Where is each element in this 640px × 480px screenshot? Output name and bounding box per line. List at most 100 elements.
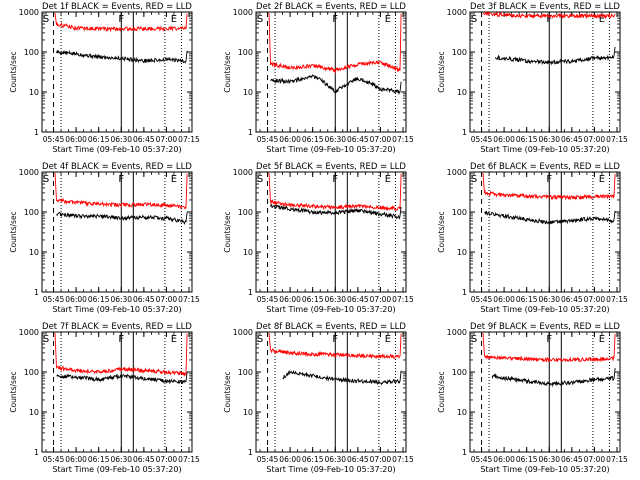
- y-tick-label: 1: [462, 128, 467, 137]
- x-tick-label: 06:30: [538, 295, 560, 304]
- x-axis-label: Start Time (09-Feb-10 05:37:20): [266, 305, 395, 314]
- marker-E: E: [171, 14, 177, 25]
- chart-title: Det 2f BLACK = Events, RED = LLD: [256, 2, 406, 12]
- x-axis-label: Start Time (09-Feb-10 05:37:20): [52, 145, 181, 154]
- y-tick-label: 10: [457, 88, 467, 97]
- y-tick-label: 100: [24, 208, 39, 217]
- y-tick-label: 100: [452, 368, 467, 377]
- x-tick-label: 05:45: [471, 135, 493, 144]
- x-tick-label: 06:45: [133, 455, 155, 464]
- y-tick-label: 1000: [233, 8, 253, 17]
- x-tick-label: 07:00: [370, 135, 392, 144]
- y-tick-label: 1000: [19, 8, 39, 17]
- marker-F: F: [118, 174, 124, 185]
- plot-frame: [255, 331, 407, 453]
- y-tick-label: 100: [452, 48, 467, 57]
- y-tick-label: 10: [457, 248, 467, 257]
- x-tick-label: 06:30: [324, 295, 346, 304]
- y-axis-label: Counts/sec: [437, 371, 446, 412]
- plot-frame: [255, 171, 407, 293]
- series-lld-line: [268, 12, 402, 74]
- marker-F: F: [546, 174, 552, 185]
- marker-S: S: [43, 174, 49, 185]
- x-tick-label: 06:15: [516, 455, 538, 464]
- y-tick-label: 1000: [233, 328, 253, 337]
- x-axis-label: Start Time (09-Feb-10 05:37:20): [480, 145, 609, 154]
- x-tick-label: 06:00: [65, 295, 87, 304]
- x-tick-label: 06:45: [347, 135, 369, 144]
- series-events-line: [270, 74, 402, 96]
- marker-S: S: [471, 334, 477, 345]
- x-tick-label: 07:15: [392, 295, 414, 304]
- series-events-line: [56, 211, 188, 225]
- series-events-line: [484, 210, 616, 225]
- x-tick-label: 07:15: [392, 135, 414, 144]
- detector-chart-1: Det 1f BLACK = Events, RED = LLD 1 10 100 10…: [9, 2, 200, 154]
- marker-E: E: [599, 174, 605, 185]
- marker-S: S: [257, 334, 263, 345]
- y-tick-label: 1000: [447, 168, 467, 177]
- x-axis-label: Start Time (09-Feb-10 05:37:20): [266, 145, 395, 154]
- series-lld-line: [268, 332, 402, 360]
- detector-chart-2: Det 2f BLACK = Events, RED = LLD 1 10 100 10…: [223, 2, 414, 154]
- y-tick-label: 10: [243, 88, 253, 97]
- marker-S: S: [471, 14, 477, 25]
- x-tick-label: 06:30: [110, 455, 132, 464]
- series-lld-line: [482, 172, 616, 201]
- marker-F: F: [332, 14, 338, 25]
- series-lld-line: [54, 172, 188, 211]
- chart-title: Det 3f BLACK = Events, RED = LLD: [470, 2, 620, 12]
- chart-title: Det 1f BLACK = Events, RED = LLD: [42, 2, 192, 12]
- y-tick-label: 1: [34, 128, 39, 137]
- x-tick-label: 07:15: [606, 295, 628, 304]
- series-lld-line: [54, 12, 188, 33]
- marker-S: S: [257, 174, 263, 185]
- plot-frame: [255, 11, 407, 133]
- y-tick-label: 1: [34, 288, 39, 297]
- y-tick-label: 100: [452, 208, 467, 217]
- x-tick-label: 06:45: [561, 455, 583, 464]
- y-tick-label: 1: [462, 288, 467, 297]
- y-axis-label: Counts/sec: [9, 371, 18, 412]
- x-tick-label: 07:15: [606, 135, 628, 144]
- y-tick-label: 1000: [233, 168, 253, 177]
- y-tick-label: 10: [29, 408, 39, 417]
- y-tick-label: 10: [243, 408, 253, 417]
- x-tick-label: 07:00: [156, 295, 178, 304]
- marker-E: E: [599, 334, 605, 345]
- y-tick-label: 100: [238, 368, 253, 377]
- plot-frame: [41, 331, 193, 453]
- series-events-line: [270, 203, 402, 220]
- marker-S: S: [471, 174, 477, 185]
- x-tick-label: 06:45: [133, 295, 155, 304]
- x-tick-label: 06:00: [279, 135, 301, 144]
- detector-chart-8: Det 8f BLACK = Events, RED = LLD 1 10 100 10…: [223, 322, 414, 474]
- series-lld-line: [482, 10, 616, 20]
- marker-F: F: [118, 334, 124, 345]
- y-tick-label: 1: [462, 448, 467, 457]
- x-tick-label: 06:30: [324, 135, 346, 144]
- x-tick-label: 05:45: [257, 135, 279, 144]
- plot-frame: [469, 11, 621, 133]
- chart-title: Det 4f BLACK = Events, RED = LLD: [42, 162, 192, 172]
- x-tick-label: 06:00: [493, 135, 515, 144]
- y-tick-label: 1000: [447, 8, 467, 17]
- plot-frame: [41, 11, 193, 133]
- x-tick-label: 07:15: [178, 295, 200, 304]
- x-tick-label: 07:15: [178, 135, 200, 144]
- x-tick-label: 05:45: [257, 295, 279, 304]
- detector-chart-5: Det 5f BLACK = Events, RED = LLD 1 10 100 10…: [223, 162, 414, 314]
- y-tick-label: 1: [248, 288, 253, 297]
- y-tick-label: 10: [29, 88, 39, 97]
- x-tick-label: 05:45: [471, 295, 493, 304]
- y-axis-label: Counts/sec: [223, 51, 232, 92]
- series-lld-line: [268, 172, 402, 212]
- x-tick-label: 07:00: [584, 295, 606, 304]
- x-axis-label: Start Time (09-Feb-10 05:37:20): [480, 305, 609, 314]
- x-tick-label: 06:15: [302, 455, 324, 464]
- marker-E: E: [171, 174, 177, 185]
- x-tick-label: 06:15: [516, 135, 538, 144]
- x-tick-label: 06:30: [538, 135, 560, 144]
- x-tick-label: 06:45: [347, 295, 369, 304]
